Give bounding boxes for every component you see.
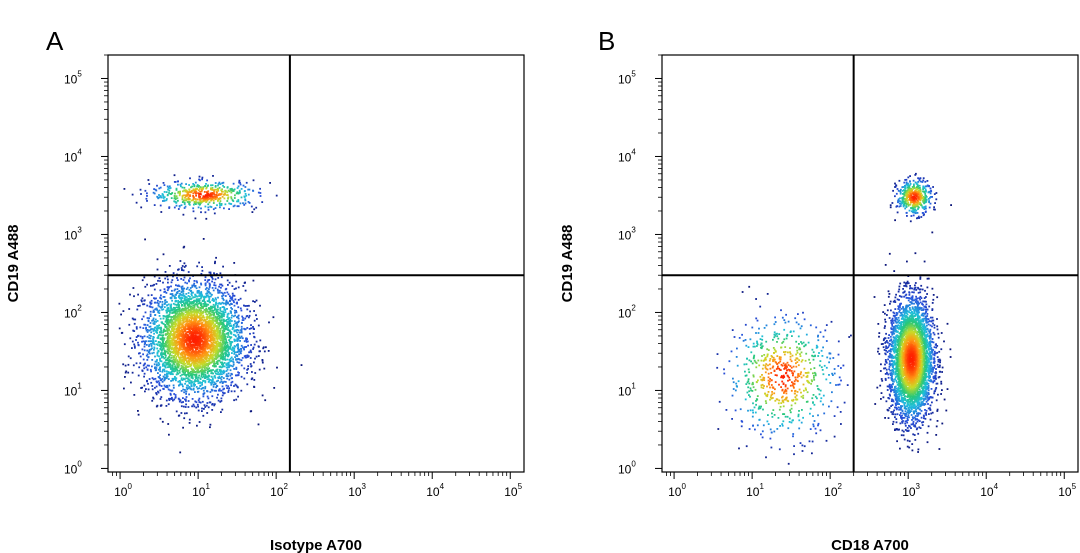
- event-dots: [716, 172, 952, 465]
- x-tick-label: 101: [746, 482, 764, 499]
- y-tick-label: 102: [64, 303, 82, 320]
- panel-a: A 100 101 102 103 104 105 100 101 102 103 104 105 Iso…: [5, 26, 525, 553]
- y-tick-label: 104: [64, 147, 82, 164]
- x-tick-label: 104: [426, 482, 444, 499]
- population-2: [123, 174, 278, 220]
- x-axis-title: Isotype A700: [270, 537, 362, 553]
- x-tick-label: 103: [902, 482, 920, 499]
- y-tick-label: 102: [618, 303, 636, 320]
- y-tick-label: 105: [64, 69, 82, 86]
- x-axis: 100 101 102 103 104 105: [666, 472, 1077, 499]
- x-tick-label: 100: [668, 482, 686, 499]
- y-tick-label: 103: [64, 225, 82, 242]
- y-tick-label: 101: [64, 381, 82, 398]
- x-tick-label: 100: [114, 482, 132, 499]
- y-tick-label: 103: [618, 225, 636, 242]
- panel-label: B: [598, 26, 615, 56]
- y-tick-label: 104: [618, 147, 636, 164]
- plot-frame: [661, 54, 1079, 473]
- x-tick-label: 105: [1058, 482, 1076, 499]
- x-tick-label: 104: [980, 482, 998, 499]
- y-axis-title: CD19 A488: [559, 225, 576, 303]
- population-2: [889, 172, 952, 223]
- y-tick-label: 105: [618, 69, 636, 86]
- x-tick-label: 103: [348, 482, 366, 499]
- y-tick-label: 101: [618, 381, 636, 398]
- population-1: [118, 238, 303, 454]
- panel-b: B 100 101 102 103 104 105 100 101 102 103 104 105 CD1…: [559, 26, 1079, 553]
- y-axis: 100 101 102 103 104 105: [618, 54, 662, 476]
- plot-frame: [107, 54, 525, 473]
- panel-label: A: [46, 26, 64, 56]
- event-dots: [118, 174, 303, 454]
- population-1: [873, 231, 952, 453]
- y-tick-label: 100: [618, 459, 636, 476]
- y-axis: 100 101 102 103 104 105: [64, 54, 108, 476]
- x-axis: 100 101 102 103 104 105: [112, 472, 523, 499]
- y-axis-title: CD19 A488: [5, 225, 22, 303]
- x-tick-label: 101: [192, 482, 210, 499]
- x-axis-title: CD18 A700: [831, 537, 909, 553]
- population-3: [716, 285, 852, 465]
- x-tick-label: 102: [270, 482, 288, 499]
- x-tick-label: 102: [824, 482, 842, 499]
- y-tick-label: 100: [64, 459, 82, 476]
- x-tick-label: 105: [504, 482, 522, 499]
